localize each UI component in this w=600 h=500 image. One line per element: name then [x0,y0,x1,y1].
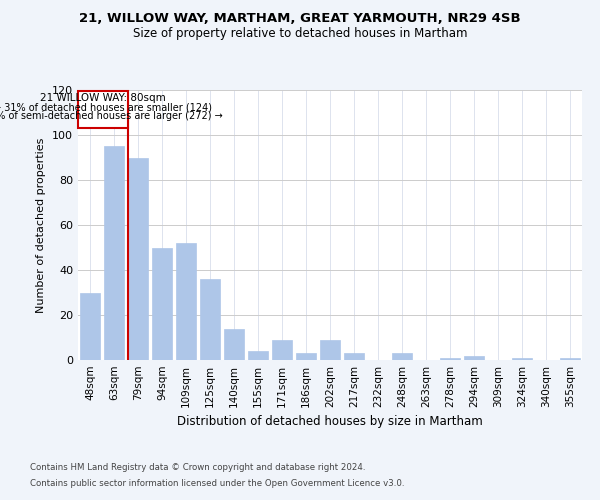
Bar [440,358,460,360]
Bar [392,353,412,360]
FancyBboxPatch shape [78,91,128,128]
Text: Contains HM Land Registry data © Crown copyright and database right 2024.: Contains HM Land Registry data © Crown c… [30,464,365,472]
Bar [464,356,484,360]
Bar [512,358,532,360]
Bar [104,146,124,360]
Text: ← 31% of detached houses are smaller (124): ← 31% of detached houses are smaller (12… [0,102,212,113]
Bar [176,243,196,360]
Bar [560,358,580,360]
Bar [152,248,172,360]
Bar [296,353,316,360]
Bar [80,292,100,360]
Text: 69% of semi-detached houses are larger (272) →: 69% of semi-detached houses are larger (… [0,112,222,122]
Bar [128,158,148,360]
Text: Size of property relative to detached houses in Martham: Size of property relative to detached ho… [133,28,467,40]
Bar [344,353,364,360]
Y-axis label: Number of detached properties: Number of detached properties [37,138,46,312]
Text: 21, WILLOW WAY, MARTHAM, GREAT YARMOUTH, NR29 4SB: 21, WILLOW WAY, MARTHAM, GREAT YARMOUTH,… [79,12,521,26]
Bar [272,340,292,360]
Bar [248,351,268,360]
X-axis label: Distribution of detached houses by size in Martham: Distribution of detached houses by size … [177,416,483,428]
Text: 21 WILLOW WAY: 80sqm: 21 WILLOW WAY: 80sqm [40,94,166,104]
Bar [320,340,340,360]
Text: Contains public sector information licensed under the Open Government Licence v3: Contains public sector information licen… [30,478,404,488]
Bar [224,328,244,360]
Bar [200,279,220,360]
